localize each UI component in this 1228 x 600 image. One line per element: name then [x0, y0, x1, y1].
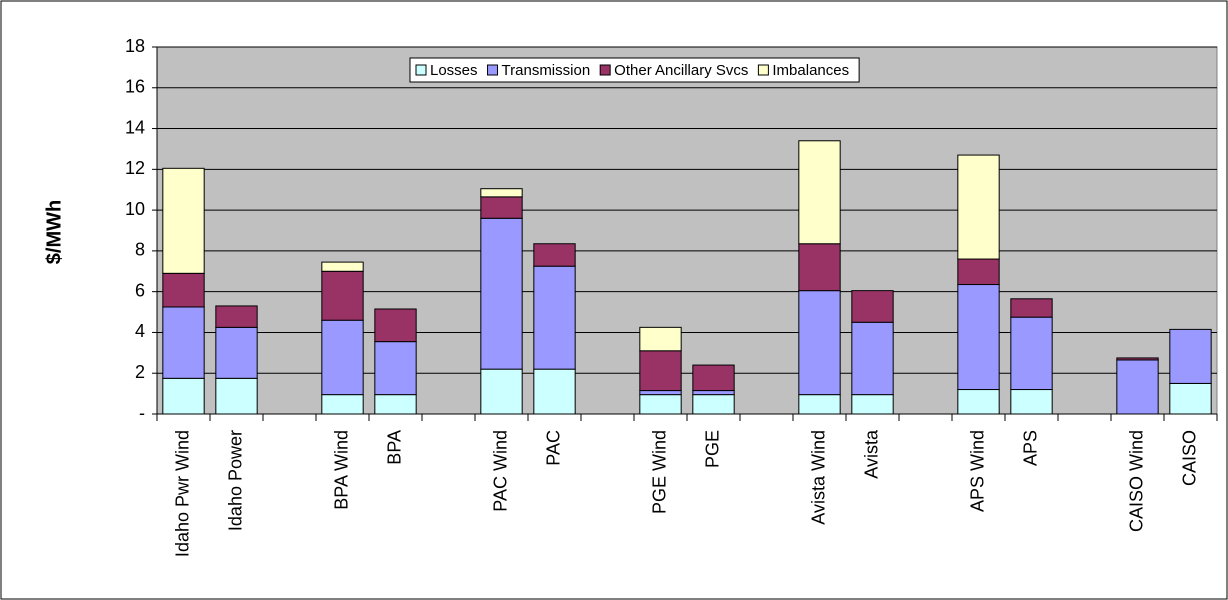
- bar-segment: [480, 188, 523, 198]
- bar-segment: [374, 308, 417, 343]
- y-tick-label: 14: [125, 117, 145, 137]
- y-tick-label: 18: [125, 36, 145, 56]
- bar-segment: [480, 217, 523, 370]
- bar-segment: [639, 326, 682, 352]
- bar-segment: [1169, 328, 1212, 384]
- y-tick-label: -: [139, 403, 145, 423]
- bar-segment: [321, 319, 364, 396]
- x-tick-label: BPA: [384, 430, 404, 465]
- x-tick-label: Idaho Pwr Wind: [172, 430, 192, 557]
- y-tick-label: 8: [135, 240, 145, 260]
- bar-segment: [692, 394, 735, 415]
- bar-segment: [162, 306, 205, 379]
- legend-label: Transmission: [502, 62, 591, 79]
- plot-area: [156, 46, 1218, 415]
- bar-segment: [957, 258, 1000, 286]
- bar-segment: [1169, 382, 1212, 415]
- legend-label: Imbalances: [772, 62, 849, 79]
- y-tick-label: 16: [125, 77, 145, 97]
- bar-segment: [639, 394, 682, 415]
- y-tick-label: 6: [135, 280, 145, 300]
- x-tick-label: Idaho Power: [225, 430, 245, 531]
- y-tick-label: 4: [135, 321, 145, 341]
- x-tick-label: PGE Wind: [649, 430, 669, 514]
- legend-swatch: [757, 64, 769, 76]
- x-tick-label: PGE: [702, 430, 722, 468]
- bar-segment: [215, 326, 258, 379]
- bar-segment: [798, 394, 841, 415]
- bar-segment: [957, 154, 1000, 260]
- bar-segment: [1116, 357, 1159, 361]
- bar-segment: [215, 377, 258, 415]
- bar-segment: [480, 196, 523, 219]
- y-tick-label: 2: [135, 362, 145, 382]
- bar-segment: [957, 389, 1000, 415]
- bar-segment: [957, 284, 1000, 391]
- bar-segment: [321, 270, 364, 321]
- bar-segment: [798, 140, 841, 245]
- y-tick-label: 12: [125, 158, 145, 178]
- x-tick-label: BPA Wind: [331, 430, 351, 510]
- x-tick-label: PAC: [543, 430, 563, 466]
- x-tick-label: PAC Wind: [490, 430, 510, 512]
- bar-segment: [533, 243, 576, 267]
- bar-segment: [533, 265, 576, 370]
- bar-segment: [851, 290, 894, 323]
- y-tick-label: 10: [125, 199, 145, 219]
- legend-label: Other Ancillary Svcs: [614, 62, 748, 79]
- legend-label: Losses: [430, 62, 478, 79]
- bar-segment: [692, 390, 735, 396]
- legend-swatch: [415, 64, 427, 76]
- bar-segment: [374, 394, 417, 415]
- x-tick-label: APS Wind: [967, 430, 987, 512]
- bar-segment: [1010, 298, 1053, 318]
- bar-segment: [798, 290, 841, 396]
- x-tick-label: Avista Wind: [808, 430, 828, 525]
- bar-segment: [162, 167, 205, 274]
- x-tick-label: Avista: [861, 429, 881, 479]
- bar-segment: [480, 368, 523, 415]
- x-tick-label: APS: [1020, 430, 1040, 466]
- bar-segment: [1116, 359, 1159, 415]
- bar-segment: [851, 394, 894, 415]
- bar-segment: [374, 341, 417, 396]
- bar-segment: [1010, 389, 1053, 415]
- bar-segment: [851, 321, 894, 396]
- x-tick-label: CAISO: [1179, 430, 1199, 486]
- bar-segment: [639, 350, 682, 392]
- bar-segment: [215, 305, 258, 328]
- bar-segment: [162, 377, 205, 415]
- bar-segment: [162, 272, 205, 308]
- bar-segment: [639, 390, 682, 396]
- bar-segment: [321, 261, 364, 272]
- legend-swatch: [487, 64, 499, 76]
- legend-box: [409, 57, 860, 83]
- bar-segment: [321, 394, 364, 415]
- y-axis-label: $/MWh: [43, 200, 65, 264]
- bar-segment: [798, 243, 841, 292]
- bar-segment: [692, 364, 735, 392]
- bar-segment: [533, 368, 576, 415]
- legend-swatch: [599, 64, 611, 76]
- x-tick-label: CAISO Wind: [1126, 430, 1146, 532]
- bar-segment: [1010, 316, 1053, 391]
